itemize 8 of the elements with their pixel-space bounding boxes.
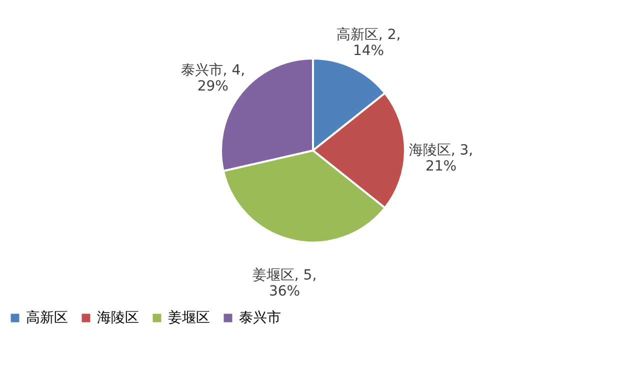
data-label: 海陵区, 3, 21% bbox=[408, 142, 474, 174]
legend-label: 泰兴市 bbox=[239, 310, 281, 326]
legend-label: 姜堰区 bbox=[168, 309, 210, 326]
legend-label: 高新区 bbox=[26, 310, 68, 326]
data-label: 高新区, 2, 14% bbox=[336, 27, 401, 60]
data-label: 泰兴市, 4, 29% bbox=[180, 62, 246, 95]
data-label: 姜堰区, 5, 36% bbox=[252, 266, 317, 300]
legend-label: 海陵区 bbox=[97, 310, 139, 326]
